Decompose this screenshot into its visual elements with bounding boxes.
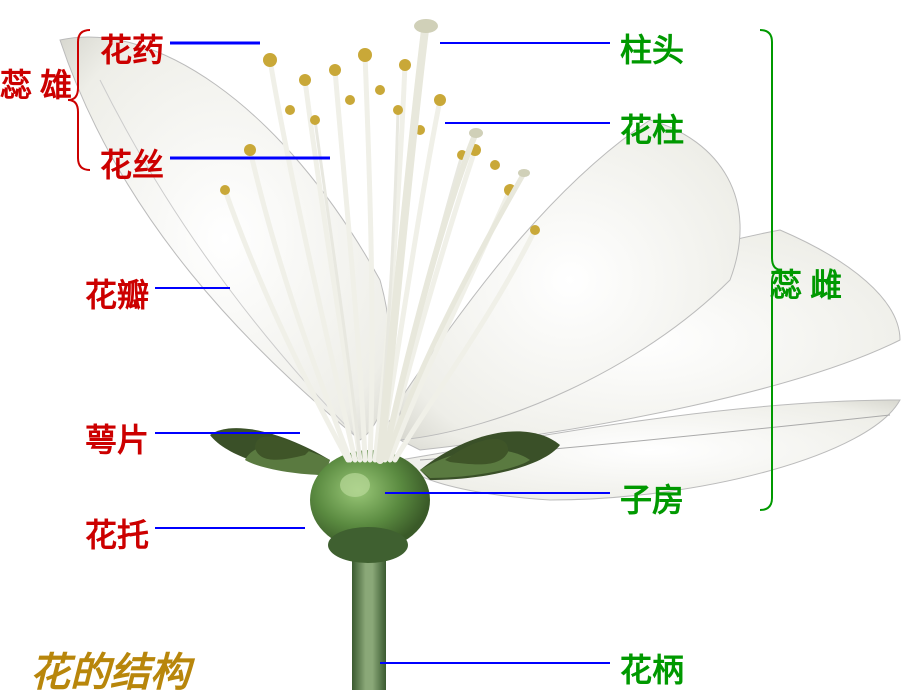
label-stigma: 柱头 xyxy=(620,25,684,71)
label-sepal: 萼片 xyxy=(85,415,149,461)
diagram-title: 花的结构 xyxy=(30,640,190,698)
label-receptacle: 花托 xyxy=(85,510,149,556)
flower-illustration xyxy=(0,0,920,690)
diagram-canvas: 花药 花丝 蕊 雄 花瓣 萼片 花托 柱头 花柱 子房 蕊 雌 花柄 花的结构 xyxy=(0,0,920,690)
label-pedicel: 花柄 xyxy=(620,645,684,691)
label-stamen: 蕊 雄 xyxy=(0,60,72,106)
label-petal: 花瓣 xyxy=(85,270,149,316)
label-ovary: 子房 xyxy=(620,475,684,521)
label-anther: 花药 xyxy=(100,25,164,71)
leader-lines xyxy=(0,0,920,690)
label-pistil: 蕊 雌 xyxy=(770,260,842,306)
label-filament: 花丝 xyxy=(100,140,164,186)
label-style: 花柱 xyxy=(620,105,684,151)
brackets xyxy=(0,0,920,690)
